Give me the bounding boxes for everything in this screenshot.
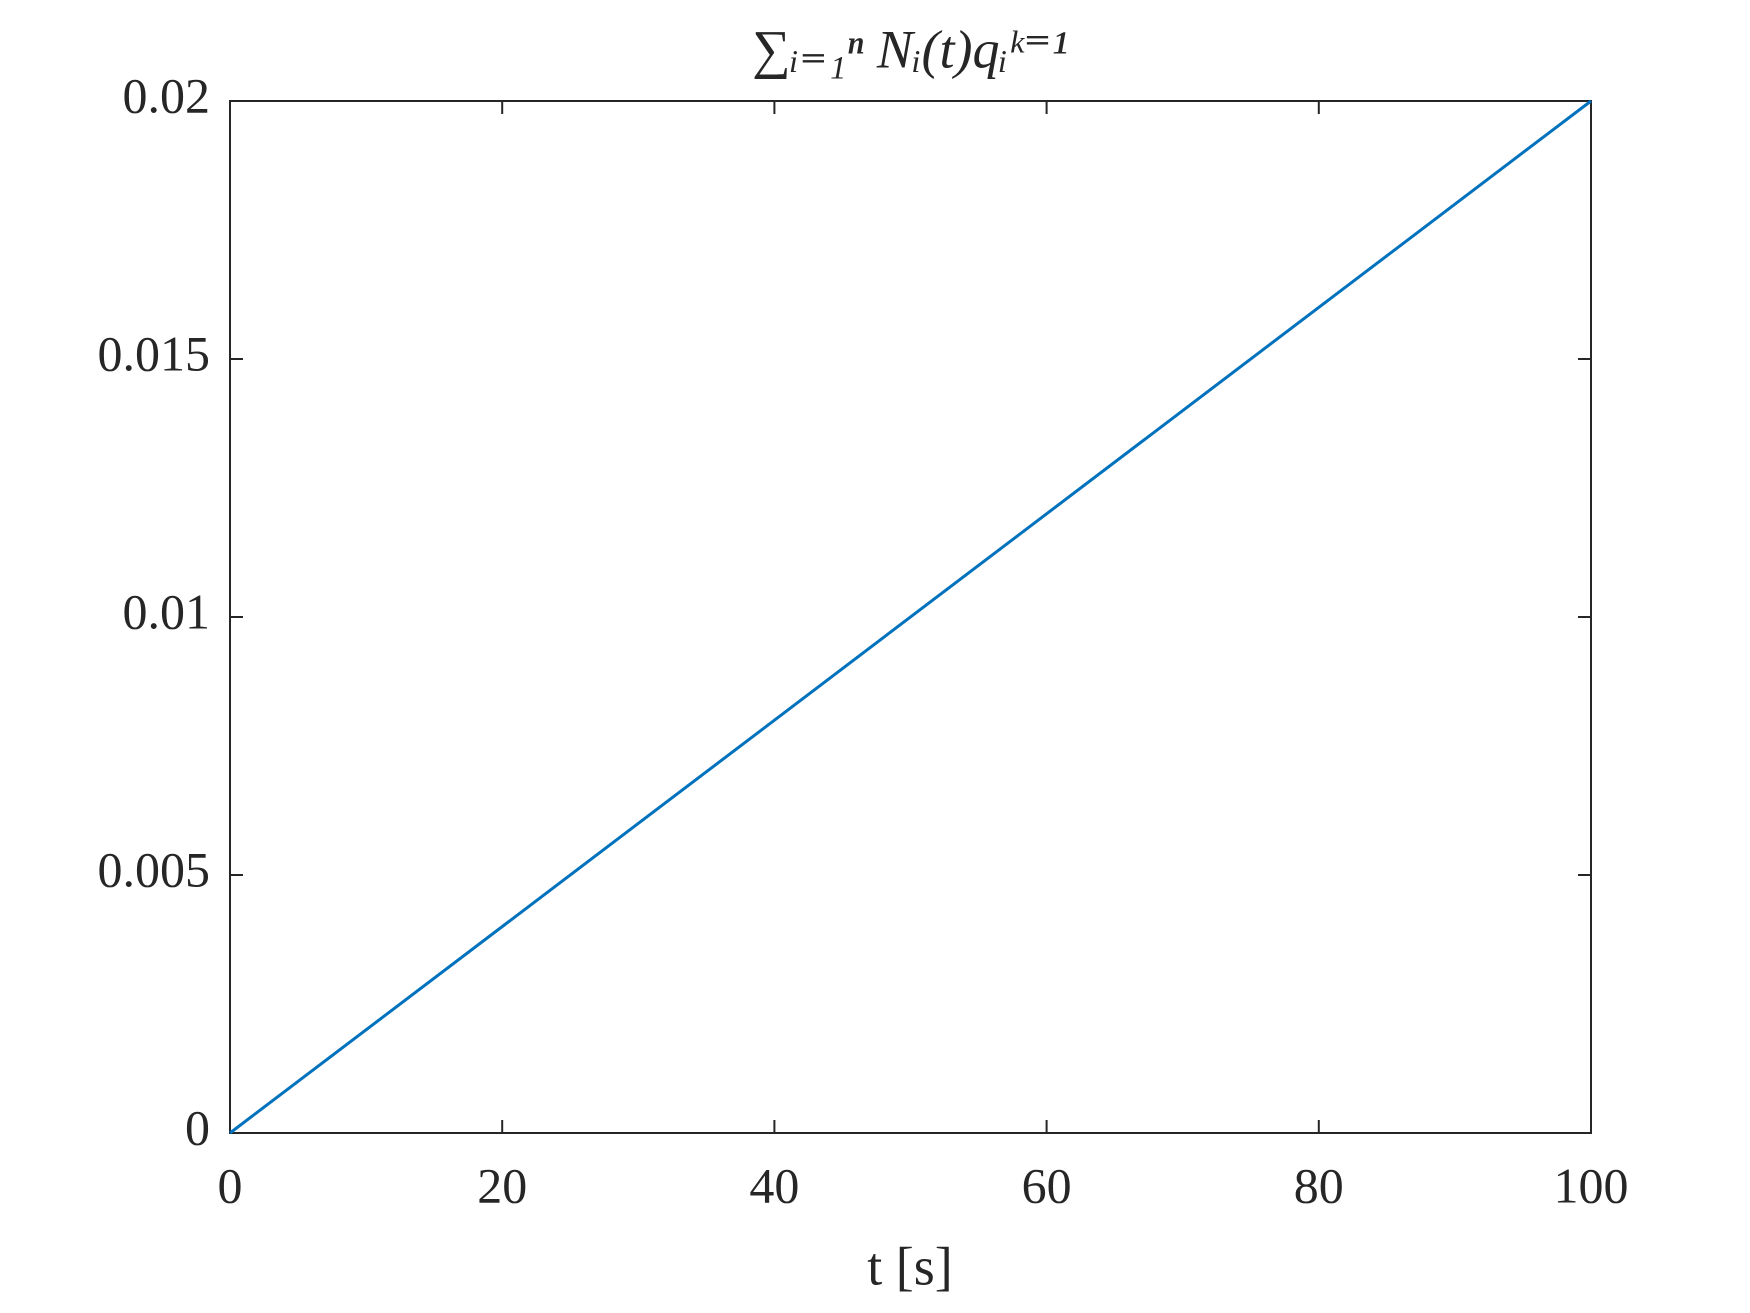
- y-tick-label: 0: [185, 1099, 210, 1155]
- x-tick-label: 40: [749, 1157, 799, 1213]
- x-tick-label: 80: [1294, 1157, 1344, 1213]
- x-tick-label: 100: [1554, 1157, 1629, 1213]
- x-tick-label: 20: [477, 1157, 527, 1213]
- x-tick-label: 0: [218, 1157, 243, 1213]
- y-tick-label: 0.01: [123, 583, 211, 639]
- y-tick-label: 0.005: [98, 841, 211, 897]
- x-axis-label: t [s]: [867, 1236, 952, 1296]
- chart-title: ∑ᵢ₌₁ⁿ Nᵢ(t)qᵢᵏ⁼¹: [752, 19, 1068, 79]
- y-tick-label: 0.02: [123, 67, 211, 123]
- y-tick-label: 0.015: [98, 325, 211, 381]
- data-line: [229, 99, 1592, 1135]
- x-tick-label: 60: [1022, 1157, 1072, 1213]
